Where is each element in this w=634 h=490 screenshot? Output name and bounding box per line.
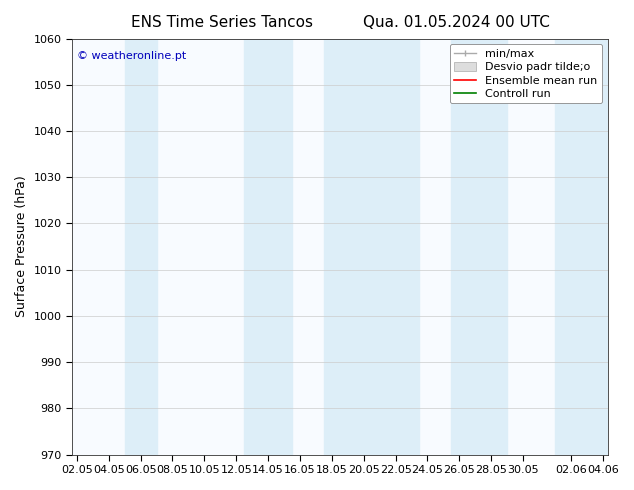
Text: ENS Time Series Tancos: ENS Time Series Tancos bbox=[131, 15, 313, 30]
Bar bbox=[244, 39, 292, 455]
Bar bbox=[324, 39, 420, 455]
Text: © weatheronline.pt: © weatheronline.pt bbox=[77, 51, 186, 61]
Bar bbox=[125, 39, 157, 455]
Bar bbox=[451, 39, 507, 455]
Bar bbox=[555, 39, 611, 455]
Text: Qua. 01.05.2024 00 UTC: Qua. 01.05.2024 00 UTC bbox=[363, 15, 550, 30]
Legend: min/max, Desvio padr tilde;o, Ensemble mean run, Controll run: min/max, Desvio padr tilde;o, Ensemble m… bbox=[450, 44, 602, 103]
Y-axis label: Surface Pressure (hPa): Surface Pressure (hPa) bbox=[15, 176, 28, 318]
